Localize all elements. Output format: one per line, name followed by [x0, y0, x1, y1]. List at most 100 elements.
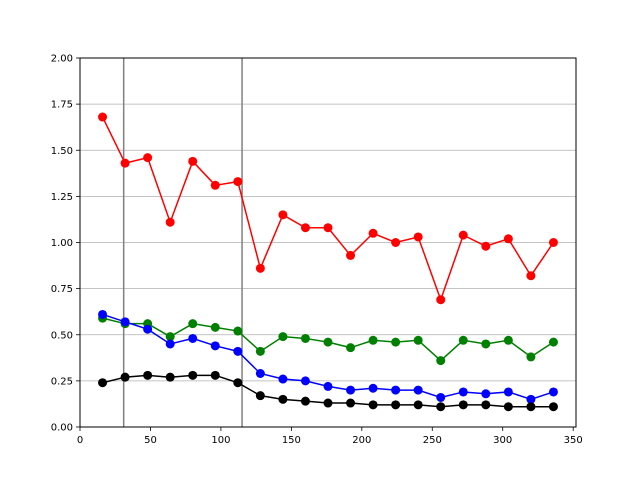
data-point [300, 333, 310, 343]
y-tick-label: 0.25 [51, 376, 73, 387]
data-point [368, 383, 378, 393]
data-point [391, 385, 401, 395]
data-point [323, 337, 333, 347]
data-point [323, 398, 333, 408]
data-point [143, 370, 153, 380]
data-point [120, 317, 130, 327]
data-point [98, 309, 108, 319]
data-point [368, 228, 378, 238]
data-point [165, 217, 175, 227]
data-point [346, 250, 356, 260]
data-point [143, 324, 153, 334]
data-point [188, 370, 198, 380]
data-point [120, 158, 130, 168]
data-point [413, 400, 423, 410]
x-tick-label: 200 [352, 435, 371, 446]
data-point [503, 402, 513, 412]
y-tick-label: 2.00 [51, 54, 73, 65]
x-axis: 0 50 100 150 200 250 300 350 [77, 427, 583, 446]
data-point [278, 332, 288, 342]
data-point [188, 333, 198, 343]
data-point [210, 370, 220, 380]
series-2 [98, 309, 558, 404]
y-tick-label: 1.00 [51, 238, 73, 249]
data-point [436, 356, 446, 366]
x-tick-label: 350 [564, 435, 583, 446]
data-point [548, 337, 558, 347]
data-point [391, 238, 401, 247]
data-point [458, 400, 468, 410]
reference-lines [122, 58, 243, 427]
data-point [98, 112, 108, 122]
y-tick-label: 1.25 [51, 192, 73, 203]
y-tick-label: 0.50 [51, 330, 73, 341]
data-point [165, 372, 175, 382]
x-tick-label: 50 [144, 435, 157, 446]
data-point [233, 346, 243, 356]
y-tick-label: 0.00 [51, 423, 73, 434]
y-tick-label: 1.75 [51, 100, 73, 111]
data-point [436, 295, 446, 305]
data-point [503, 335, 513, 345]
data-point [436, 402, 446, 412]
data-point [278, 374, 288, 384]
x-tick-label: 100 [211, 435, 230, 446]
data-point [255, 346, 265, 356]
series-group [98, 112, 558, 412]
data-point [526, 271, 536, 281]
data-point [210, 341, 220, 351]
data-point [165, 332, 175, 342]
data-point [391, 337, 401, 347]
data-point [413, 335, 423, 345]
data-point [346, 343, 356, 353]
data-point [120, 372, 130, 382]
data-point [458, 230, 468, 240]
y-tick-label: 0.75 [51, 284, 73, 295]
data-point [210, 180, 220, 190]
data-point [481, 400, 491, 410]
data-point [278, 210, 288, 220]
data-point [300, 376, 310, 386]
series-0 [98, 112, 558, 305]
data-point [548, 387, 558, 397]
data-point [526, 352, 536, 362]
data-point [391, 400, 401, 410]
data-point [481, 389, 491, 399]
x-tick-label: 250 [423, 435, 442, 446]
data-point [323, 381, 333, 391]
data-point [368, 400, 378, 410]
data-point [413, 385, 423, 395]
data-point [165, 339, 175, 349]
data-point [458, 335, 468, 345]
x-tick-label: 150 [282, 435, 301, 446]
data-point [255, 391, 265, 401]
y-tick-label: 1.50 [51, 146, 73, 157]
data-point [210, 322, 220, 332]
data-point [255, 263, 265, 273]
data-point [436, 392, 446, 402]
data-point [526, 402, 536, 412]
data-point [300, 223, 310, 233]
data-point [526, 394, 536, 404]
data-point [481, 339, 491, 349]
data-point [233, 177, 243, 187]
data-point [458, 387, 468, 397]
y-axis: 0.00 0.25 0.50 0.75 1.00 1.25 1.50 1.75 2.00 [51, 54, 80, 434]
data-point [233, 326, 243, 336]
data-point [548, 238, 558, 247]
data-point [323, 223, 333, 233]
data-point [548, 402, 558, 412]
x-tick-label: 300 [493, 435, 512, 446]
data-point [368, 335, 378, 345]
data-point [188, 156, 198, 166]
data-point [503, 234, 513, 244]
x-tick-label: 0 [77, 435, 83, 446]
data-point [346, 398, 356, 408]
data-point [503, 387, 513, 397]
data-point [188, 319, 198, 329]
data-point [346, 385, 356, 395]
data-point [143, 153, 153, 163]
